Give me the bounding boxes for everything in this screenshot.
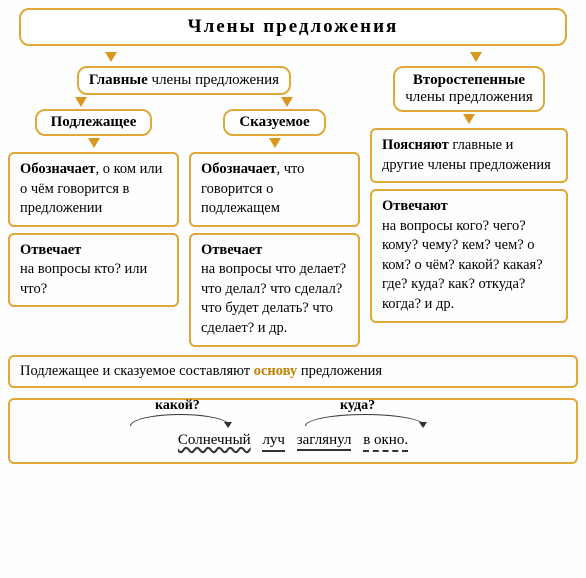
arrow-icon <box>75 97 87 107</box>
main-members-header: Главные члены предложения <box>77 66 291 95</box>
subject-column: Подлежащее Обозначает, о ком или о чём г… <box>8 109 179 347</box>
footnote-post: предложения <box>297 363 382 379</box>
arrow-icon <box>470 52 482 62</box>
subject-label: Подлежащее <box>51 114 137 130</box>
example-sentence: Солнечный луч заглянул в окно. <box>174 432 412 452</box>
secondary-desc2-rest: на вопросы кого? чего? кому? чему? кем? … <box>382 218 543 312</box>
subject-desc-2: Отвечает на вопросы кто? или что? <box>8 233 179 308</box>
secondary-desc2-bold: Отвечают <box>382 198 448 214</box>
main-columns: Главные члены предложения Подлежащее Обо… <box>8 66 578 347</box>
predicate-label-box: Сказуемое <box>223 109 325 136</box>
main-header-rest: члены предложения <box>152 72 280 88</box>
footnote-box: Подлежащее и сказуемое составляют основу… <box>8 355 578 388</box>
example-w3: заглянул <box>297 432 352 449</box>
example-q1: какой? <box>155 398 200 414</box>
subject-desc-1: Обозначает, о ком или о чём говорится в … <box>8 152 179 227</box>
footnote-pre: Подлежащее и сказуемое составляют <box>20 363 254 379</box>
predicate-desc2-bold: Отвечает <box>201 242 262 258</box>
example-box: какой? куда? Солнечный луч заглянул в ок… <box>8 398 578 464</box>
predicate-desc1-bold: Обозначает <box>201 161 276 177</box>
arrow-icon <box>281 97 293 107</box>
subject-desc1-bold: Обозначает <box>20 161 95 177</box>
subject-label-box: Подлежащее <box>35 109 153 136</box>
arc-arrow-icon <box>130 414 230 426</box>
main-members-section: Главные члены предложения Подлежащее Обо… <box>8 66 360 347</box>
title-box: Члены предложения <box>19 8 566 46</box>
secondary-desc1-bold: Поясняют <box>382 137 449 153</box>
subject-desc2-rest: на вопросы кто? или что? <box>20 261 147 297</box>
title-text: Члены предложения <box>188 16 399 37</box>
secondary-header-rest: члены предложения <box>405 89 533 105</box>
example-q2: куда? <box>340 398 375 414</box>
example-w4: в окно. <box>363 432 408 452</box>
arrow-icon <box>269 138 281 148</box>
secondary-members-section: Второстепенные члены предложения Поясняю… <box>370 66 568 323</box>
secondary-desc-2: Отвечают на вопросы кого? чего? кому? чем… <box>370 189 568 322</box>
predicate-column: Сказуемое Обозначает, что говорится о по… <box>189 109 360 347</box>
predicate-label: Сказуемое <box>239 114 309 130</box>
arrow-icon <box>105 52 117 62</box>
subject-desc2-bold: Отвечает <box>20 242 81 258</box>
arc-arrow-icon <box>305 414 425 426</box>
example-w1: Солнечный <box>178 432 251 449</box>
arrow-icon <box>88 138 100 148</box>
secondary-desc-1: Поясняют главные и другие члены предложе… <box>370 128 568 183</box>
example-w2: луч <box>262 432 285 452</box>
arrow-icon <box>463 114 475 124</box>
main-header-bold: Главные <box>89 72 148 88</box>
predicate-desc-2: Отвечает на вопросы что делает? что делал… <box>189 233 360 347</box>
predicate-desc2-rest: на вопросы что делает? что делал? что сд… <box>201 261 346 336</box>
secondary-header: Второстепенные члены предложения <box>393 66 545 112</box>
footnote-accent: основу <box>254 363 298 379</box>
secondary-header-bold: Второстепенные <box>413 72 525 88</box>
predicate-desc-1: Обозначает, что говорится о подлежащем <box>189 152 360 227</box>
